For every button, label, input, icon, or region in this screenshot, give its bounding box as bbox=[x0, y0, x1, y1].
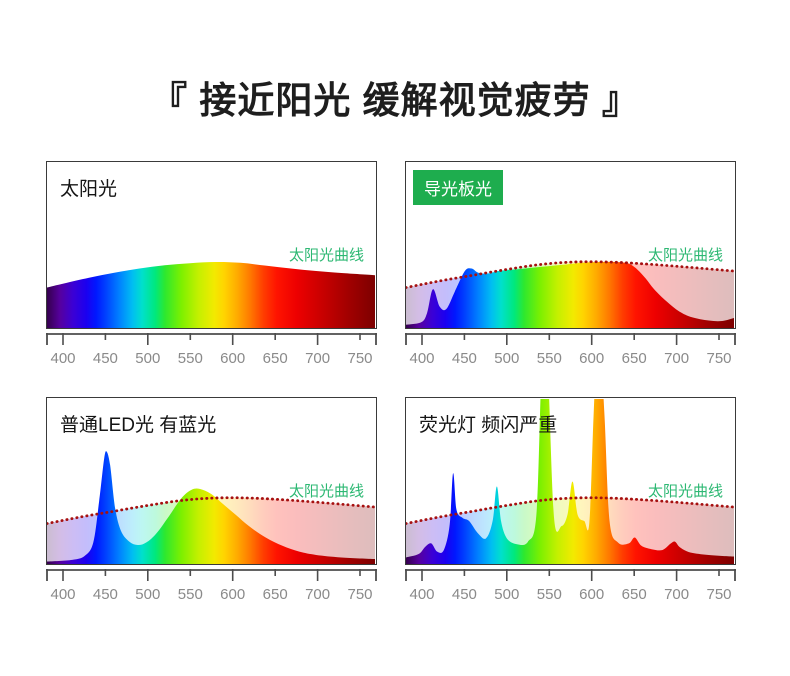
spectral-distribution-area bbox=[406, 399, 734, 564]
wavelength-axis: 400 450 500 550 600 650 700 750 bbox=[46, 333, 377, 367]
chart-title-led: 普通LED光 有蓝光 bbox=[60, 415, 217, 436]
axis-tick-label: 700 bbox=[305, 350, 330, 367]
axis-tick-label: 450 bbox=[93, 350, 118, 367]
axis-tick-label: 750 bbox=[706, 350, 731, 367]
chart-panel-led: 普通LED光 有蓝光 太阳光曲线 400 450 500 550 600 650 700 75… bbox=[46, 397, 377, 603]
axis-tick-label: 600 bbox=[220, 350, 245, 367]
spectrum-plot-led bbox=[47, 451, 375, 564]
chart-title-sunlight: 太阳光 bbox=[60, 179, 118, 200]
axis-tick-label: 750 bbox=[347, 350, 372, 367]
chart-box: 普通LED光 有蓝光 太阳光曲线 bbox=[46, 397, 377, 565]
axis-tick-label: 700 bbox=[664, 350, 689, 367]
sun-curve-label: 太阳光曲线 bbox=[647, 483, 723, 500]
sun-curve-label: 太阳光曲线 bbox=[647, 247, 723, 264]
page-title: 『 接近阳光 缓解视觉疲劳 』 bbox=[150, 80, 640, 121]
axis-tick-label: 500 bbox=[135, 350, 160, 367]
axis-tick-label: 400 bbox=[409, 350, 434, 367]
axis-tick-label: 500 bbox=[135, 586, 160, 603]
chart-panel-guide-plate: 导光板光 太阳光曲线 400 450 500 550 600 650 700 750 bbox=[405, 161, 736, 367]
axis-tick-label: 650 bbox=[263, 350, 288, 367]
axis-tick-label: 650 bbox=[622, 586, 647, 603]
axis-tick-label: 700 bbox=[664, 586, 689, 603]
axis-tick-label: 600 bbox=[220, 586, 245, 603]
axis-tick-label: 600 bbox=[579, 350, 604, 367]
axis-tick-label: 550 bbox=[537, 350, 562, 367]
axis-tick-label: 750 bbox=[706, 586, 731, 603]
wavelength-axis: 400 450 500 550 600 650 700 750 bbox=[46, 569, 377, 603]
axis-tick-label: 650 bbox=[622, 350, 647, 367]
axis-tick-label: 600 bbox=[579, 586, 604, 603]
axis-tick-label: 700 bbox=[305, 586, 330, 603]
chart-panel-fluorescent: 荧光灯 频闪严重 太阳光曲线 400 450 500 550 600 650 700 750 bbox=[405, 397, 736, 603]
spectrum-plot-fluorescent bbox=[406, 399, 734, 564]
axis-tick-label: 500 bbox=[494, 586, 519, 603]
chart-title-badge-guide-plate: 导光板光 bbox=[413, 170, 503, 205]
wavelength-axis: 400 450 500 550 600 650 700 750 bbox=[405, 569, 736, 603]
axis-tick-label: 750 bbox=[347, 586, 372, 603]
axis-tick-label: 500 bbox=[494, 350, 519, 367]
spectral-distribution-area bbox=[47, 451, 375, 564]
wavelength-axis: 400 450 500 550 600 650 700 750 bbox=[405, 333, 736, 367]
sun-curve-label: 太阳光曲线 bbox=[288, 483, 364, 500]
spectral-distribution-area bbox=[406, 261, 734, 328]
chart-box: 太阳光 太阳光曲线 bbox=[46, 161, 377, 329]
chart-panel-sunlight: 太阳光 太阳光曲线 400 450 500 550 600 650 700 750 bbox=[46, 161, 377, 367]
axis-tick-label: 450 bbox=[93, 586, 118, 603]
sun-curve-label: 太阳光曲线 bbox=[288, 247, 364, 264]
axis-tick-label: 400 bbox=[409, 586, 434, 603]
chart-grid: 太阳光 太阳光曲线 400 450 500 550 600 650 700 750 导光板光 … bbox=[46, 161, 736, 603]
chart-box: 导光板光 太阳光曲线 bbox=[405, 161, 736, 329]
spectrum-plot-sunlight bbox=[47, 261, 375, 328]
axis-tick-label: 650 bbox=[263, 586, 288, 603]
axis-tick-label: 550 bbox=[178, 586, 203, 603]
axis-tick-label: 450 bbox=[452, 350, 477, 367]
axis-tick-label: 450 bbox=[452, 586, 477, 603]
spectral-distribution-area bbox=[47, 261, 375, 328]
axis-tick-label: 550 bbox=[537, 586, 562, 603]
chart-box: 荧光灯 频闪严重 太阳光曲线 bbox=[405, 397, 736, 565]
chart-title-fluorescent: 荧光灯 频闪严重 bbox=[419, 415, 558, 436]
axis-tick-label: 400 bbox=[50, 350, 75, 367]
spectrum-plot-guide-plate bbox=[406, 260, 734, 328]
axis-tick-label: 400 bbox=[50, 586, 75, 603]
axis-tick-label: 550 bbox=[178, 350, 203, 367]
